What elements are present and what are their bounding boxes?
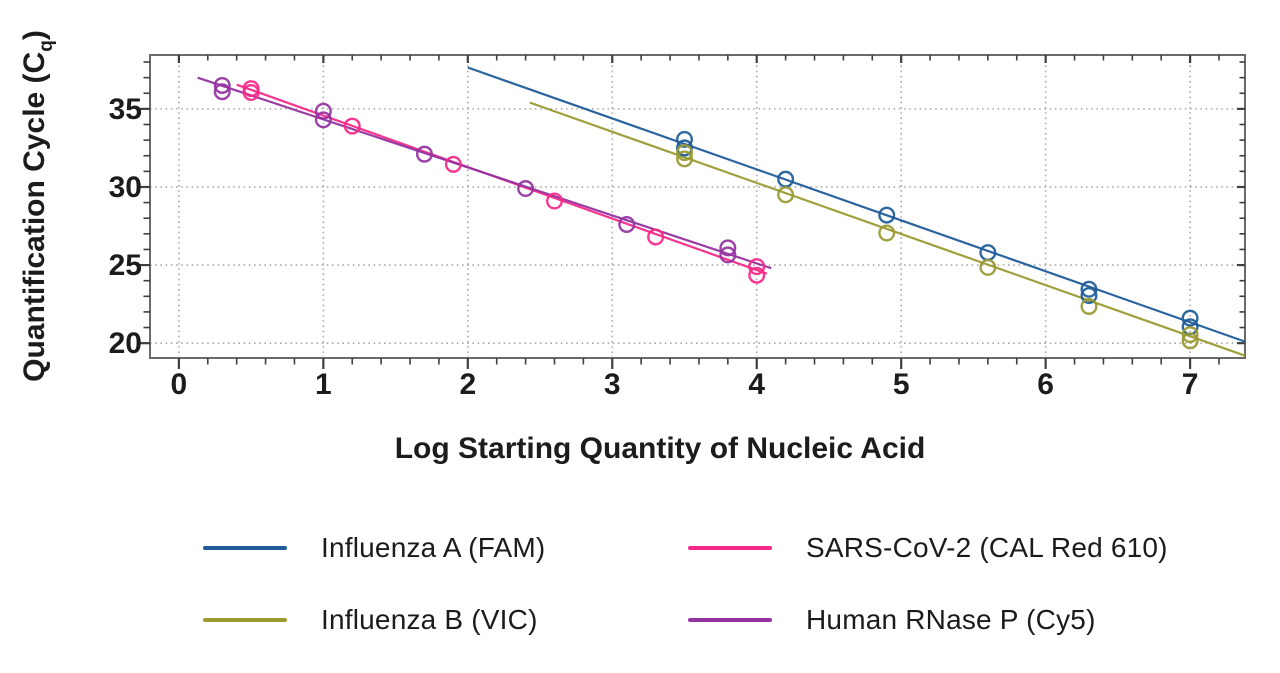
y-axis-title: Quantification Cycle (Cq) (18, 30, 57, 382)
x-tick-label: 3 (604, 368, 621, 401)
data-point (213, 76, 231, 94)
data-point (1181, 332, 1199, 350)
points-series-1 (675, 144, 1199, 350)
data-point (748, 258, 766, 276)
trendline-series-1 (529, 101, 1246, 357)
legend-item-sars-cov-2: SARS-CoV-2 (CAL Red 610) (688, 524, 1168, 572)
x-tick-label: 2 (459, 368, 476, 401)
data-point (647, 228, 665, 246)
x-tick-label: 5 (893, 368, 910, 401)
y-tick-label: 35 (109, 93, 142, 126)
data-point (444, 155, 462, 173)
y-tick-label: 30 (109, 171, 142, 204)
data-point (719, 239, 737, 257)
data-point (675, 130, 693, 148)
data-point (719, 246, 737, 264)
legend-swatch-influenza-b-icon (203, 618, 287, 622)
y-tick-label: 25 (109, 249, 142, 282)
legend-label-sars-cov-2: SARS-CoV-2 (CAL Red 610) (806, 532, 1168, 563)
legend-swatch-sars-cov-2-icon (688, 546, 772, 550)
data-point (675, 139, 693, 157)
data-point (242, 83, 260, 101)
data-point (517, 180, 535, 198)
data-point (314, 102, 332, 120)
data-point (675, 150, 693, 168)
legend-item-influenza-b: Influenza B (VIC) (203, 596, 545, 644)
data-point (343, 117, 361, 135)
y-tick-label: 20 (109, 327, 142, 360)
legend-item-human-rnase-p: Human RNase P (Cy5) (688, 596, 1168, 644)
x-tick-label: 1 (315, 368, 332, 401)
data-point (1080, 287, 1098, 305)
data-point (1181, 309, 1199, 327)
axis-ticks (139, 55, 1245, 369)
points-series-3 (213, 76, 737, 264)
legend-label-influenza-b: Influenza B (VIC) (321, 604, 538, 635)
data-point (314, 111, 332, 129)
tick-labels: 0 1 2 3 4 5 6 7 20 25 30 35 (109, 93, 1199, 401)
x-tick-label: 0 (171, 368, 188, 401)
x-tick-label: 6 (1037, 368, 1054, 401)
data-point (618, 215, 636, 233)
legend-item-influenza-a: Influenza A (FAM) (203, 524, 545, 572)
x-tick-label: 4 (748, 368, 765, 401)
legend-swatch-human-rnase-p-icon (688, 618, 772, 622)
data-point (1080, 280, 1098, 298)
trendline-series-3 (197, 76, 772, 270)
data-point (748, 266, 766, 284)
data-point (545, 192, 563, 210)
legend-column-right: SARS-CoV-2 (CAL Red 610) Human RNase P (… (688, 524, 1168, 668)
legend-column-left: Influenza A (FAM) Influenza B (VIC) (203, 524, 545, 668)
plot-frame (149, 54, 1246, 359)
x-axis-title: Log Starting Quantity of Nucleic Acid (395, 432, 926, 465)
data-point (979, 258, 997, 276)
data-point (777, 186, 795, 204)
chart-svg: 0 1 2 3 4 5 6 7 20 25 30 35 Log Starting Quantity of… (18, 30, 1246, 465)
x-tick-label: 7 (1182, 368, 1199, 401)
data-point (213, 83, 231, 101)
legend: Influenza A (FAM) Influenza B (VIC) SARS… (0, 524, 1280, 673)
data-point (1080, 297, 1098, 315)
data-point (1181, 326, 1199, 344)
legend-label-human-rnase-p: Human RNase P (Cy5) (806, 604, 1096, 635)
data-point (675, 144, 693, 162)
trendline-series-0 (467, 66, 1246, 343)
data-point (415, 145, 433, 163)
data-point (878, 224, 896, 242)
gridlines (150, 55, 1245, 358)
legend-label-influenza-a: Influenza A (FAM) (321, 532, 546, 563)
legend-swatch-influenza-a-icon (203, 546, 287, 550)
points-series-2 (242, 80, 766, 284)
data-point (878, 206, 896, 224)
